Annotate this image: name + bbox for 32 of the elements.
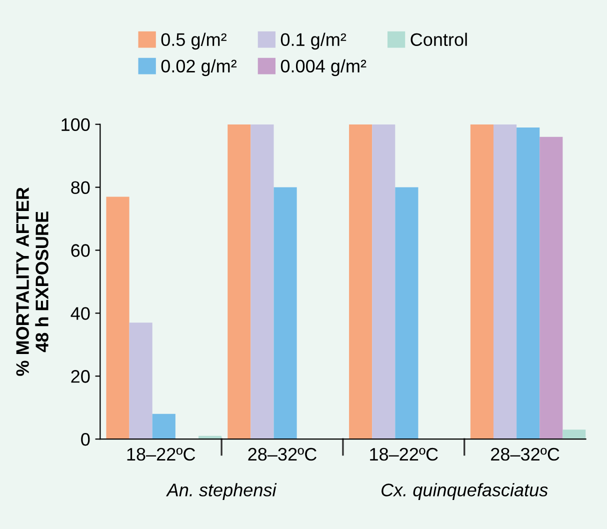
- y-tick-label: 0: [81, 433, 90, 446]
- x-tick-label: 18–22ºC: [127, 448, 196, 461]
- legend-label: 0.004 g/m²: [280, 59, 366, 76]
- bar: [250, 124, 274, 440]
- bar: [562, 430, 586, 440]
- text: Cx. quinquefasciatus: [382, 483, 548, 500]
- bar: [372, 124, 396, 440]
- bar: [516, 127, 540, 440]
- bar: [349, 124, 372, 440]
- bar: [395, 187, 418, 440]
- y-tick-label: 100: [62, 118, 90, 132]
- legend-label: 0.1 g/m²: [280, 32, 346, 50]
- y-tick-label: 80: [71, 181, 90, 194]
- y-tick-label: 20: [71, 370, 90, 383]
- bar: [228, 124, 251, 440]
- legend-label: Control: [410, 32, 467, 46]
- y-tick-label: 60: [71, 244, 90, 257]
- y-axis-title: % MORTALITY AFTER 48 h EXPOSURE: [16, 187, 48, 376]
- bar: [106, 196, 130, 440]
- x-tick-label: 28–32ºC: [248, 448, 316, 461]
- bar: [274, 187, 297, 440]
- x-tick-label: 28–32ºC: [491, 448, 560, 461]
- y-tick-label: 40: [70, 307, 90, 320]
- legend-label: 0.02 g/m²: [161, 59, 237, 76]
- text: An. stephensi: [166, 483, 277, 500]
- bar: [470, 124, 494, 440]
- bar: [152, 414, 176, 440]
- x-tick-label: 18–22ºC: [370, 448, 438, 461]
- legend-label: 0.5 g/m²: [161, 32, 226, 50]
- bar: [493, 124, 517, 440]
- bar: [540, 136, 563, 440]
- bar: [129, 322, 152, 440]
